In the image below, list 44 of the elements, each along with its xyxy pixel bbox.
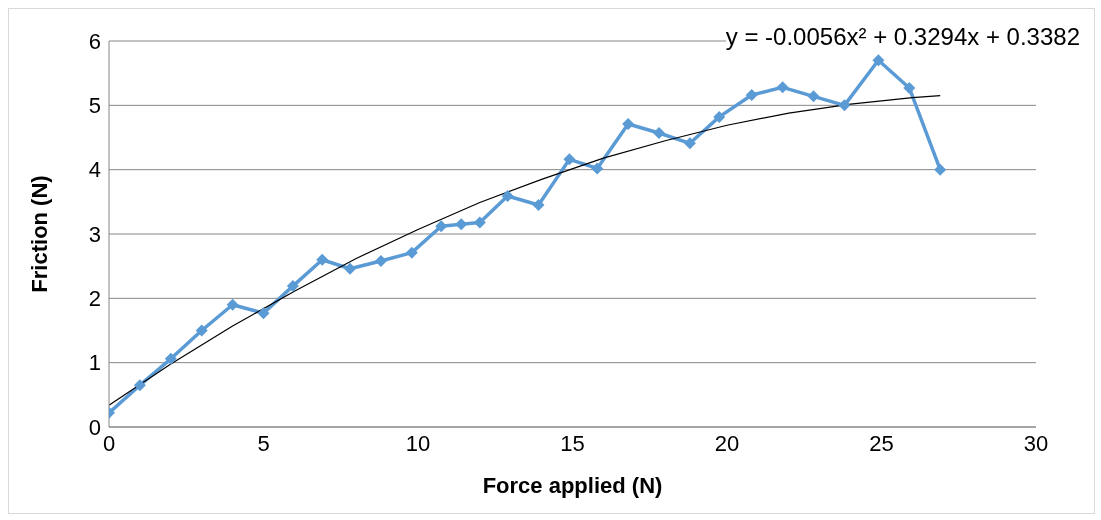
x-tick-label: 15 <box>560 430 585 456</box>
x-tick-label: 20 <box>714 430 740 456</box>
point <box>532 199 545 212</box>
point <box>563 153 576 166</box>
x-tick-label: 10 <box>405 430 431 456</box>
y-tick-label: 0 <box>88 414 101 440</box>
annotation: y = -0.0056x² + 0.3294x + 0.3382 <box>725 23 1080 51</box>
y-tick-label: 6 <box>88 28 101 54</box>
point <box>405 246 418 259</box>
point <box>745 89 758 102</box>
point <box>713 110 726 123</box>
y-axis-title: Friction (N) <box>26 175 52 293</box>
point <box>903 81 916 94</box>
point <box>591 162 604 175</box>
point <box>316 253 329 266</box>
point <box>374 255 387 268</box>
point <box>473 216 486 229</box>
point <box>344 262 357 275</box>
point <box>195 324 208 337</box>
y-tick-label: 3 <box>88 221 101 247</box>
point <box>435 220 448 233</box>
x-axis-title: Force applied (N) <box>482 473 663 498</box>
point <box>501 190 514 203</box>
y-tick-label: 5 <box>88 93 101 119</box>
point <box>653 127 666 139</box>
y-tick-label: 2 <box>88 286 101 312</box>
y-tick-label: 1 <box>88 350 101 376</box>
point <box>776 81 789 94</box>
point <box>683 137 696 150</box>
y-tick-label: 4 <box>88 157 101 183</box>
point <box>838 99 851 112</box>
x-tick-label: 30 <box>1023 430 1049 456</box>
point <box>257 307 270 320</box>
point <box>934 163 947 176</box>
point <box>164 352 177 365</box>
point <box>872 54 885 67</box>
x-tick-label: 5 <box>257 430 270 456</box>
point <box>455 218 468 231</box>
x-tick-label: 25 <box>869 430 894 456</box>
point <box>622 117 635 130</box>
point <box>286 280 299 293</box>
point <box>226 298 239 311</box>
point <box>807 90 820 103</box>
point <box>133 379 146 392</box>
